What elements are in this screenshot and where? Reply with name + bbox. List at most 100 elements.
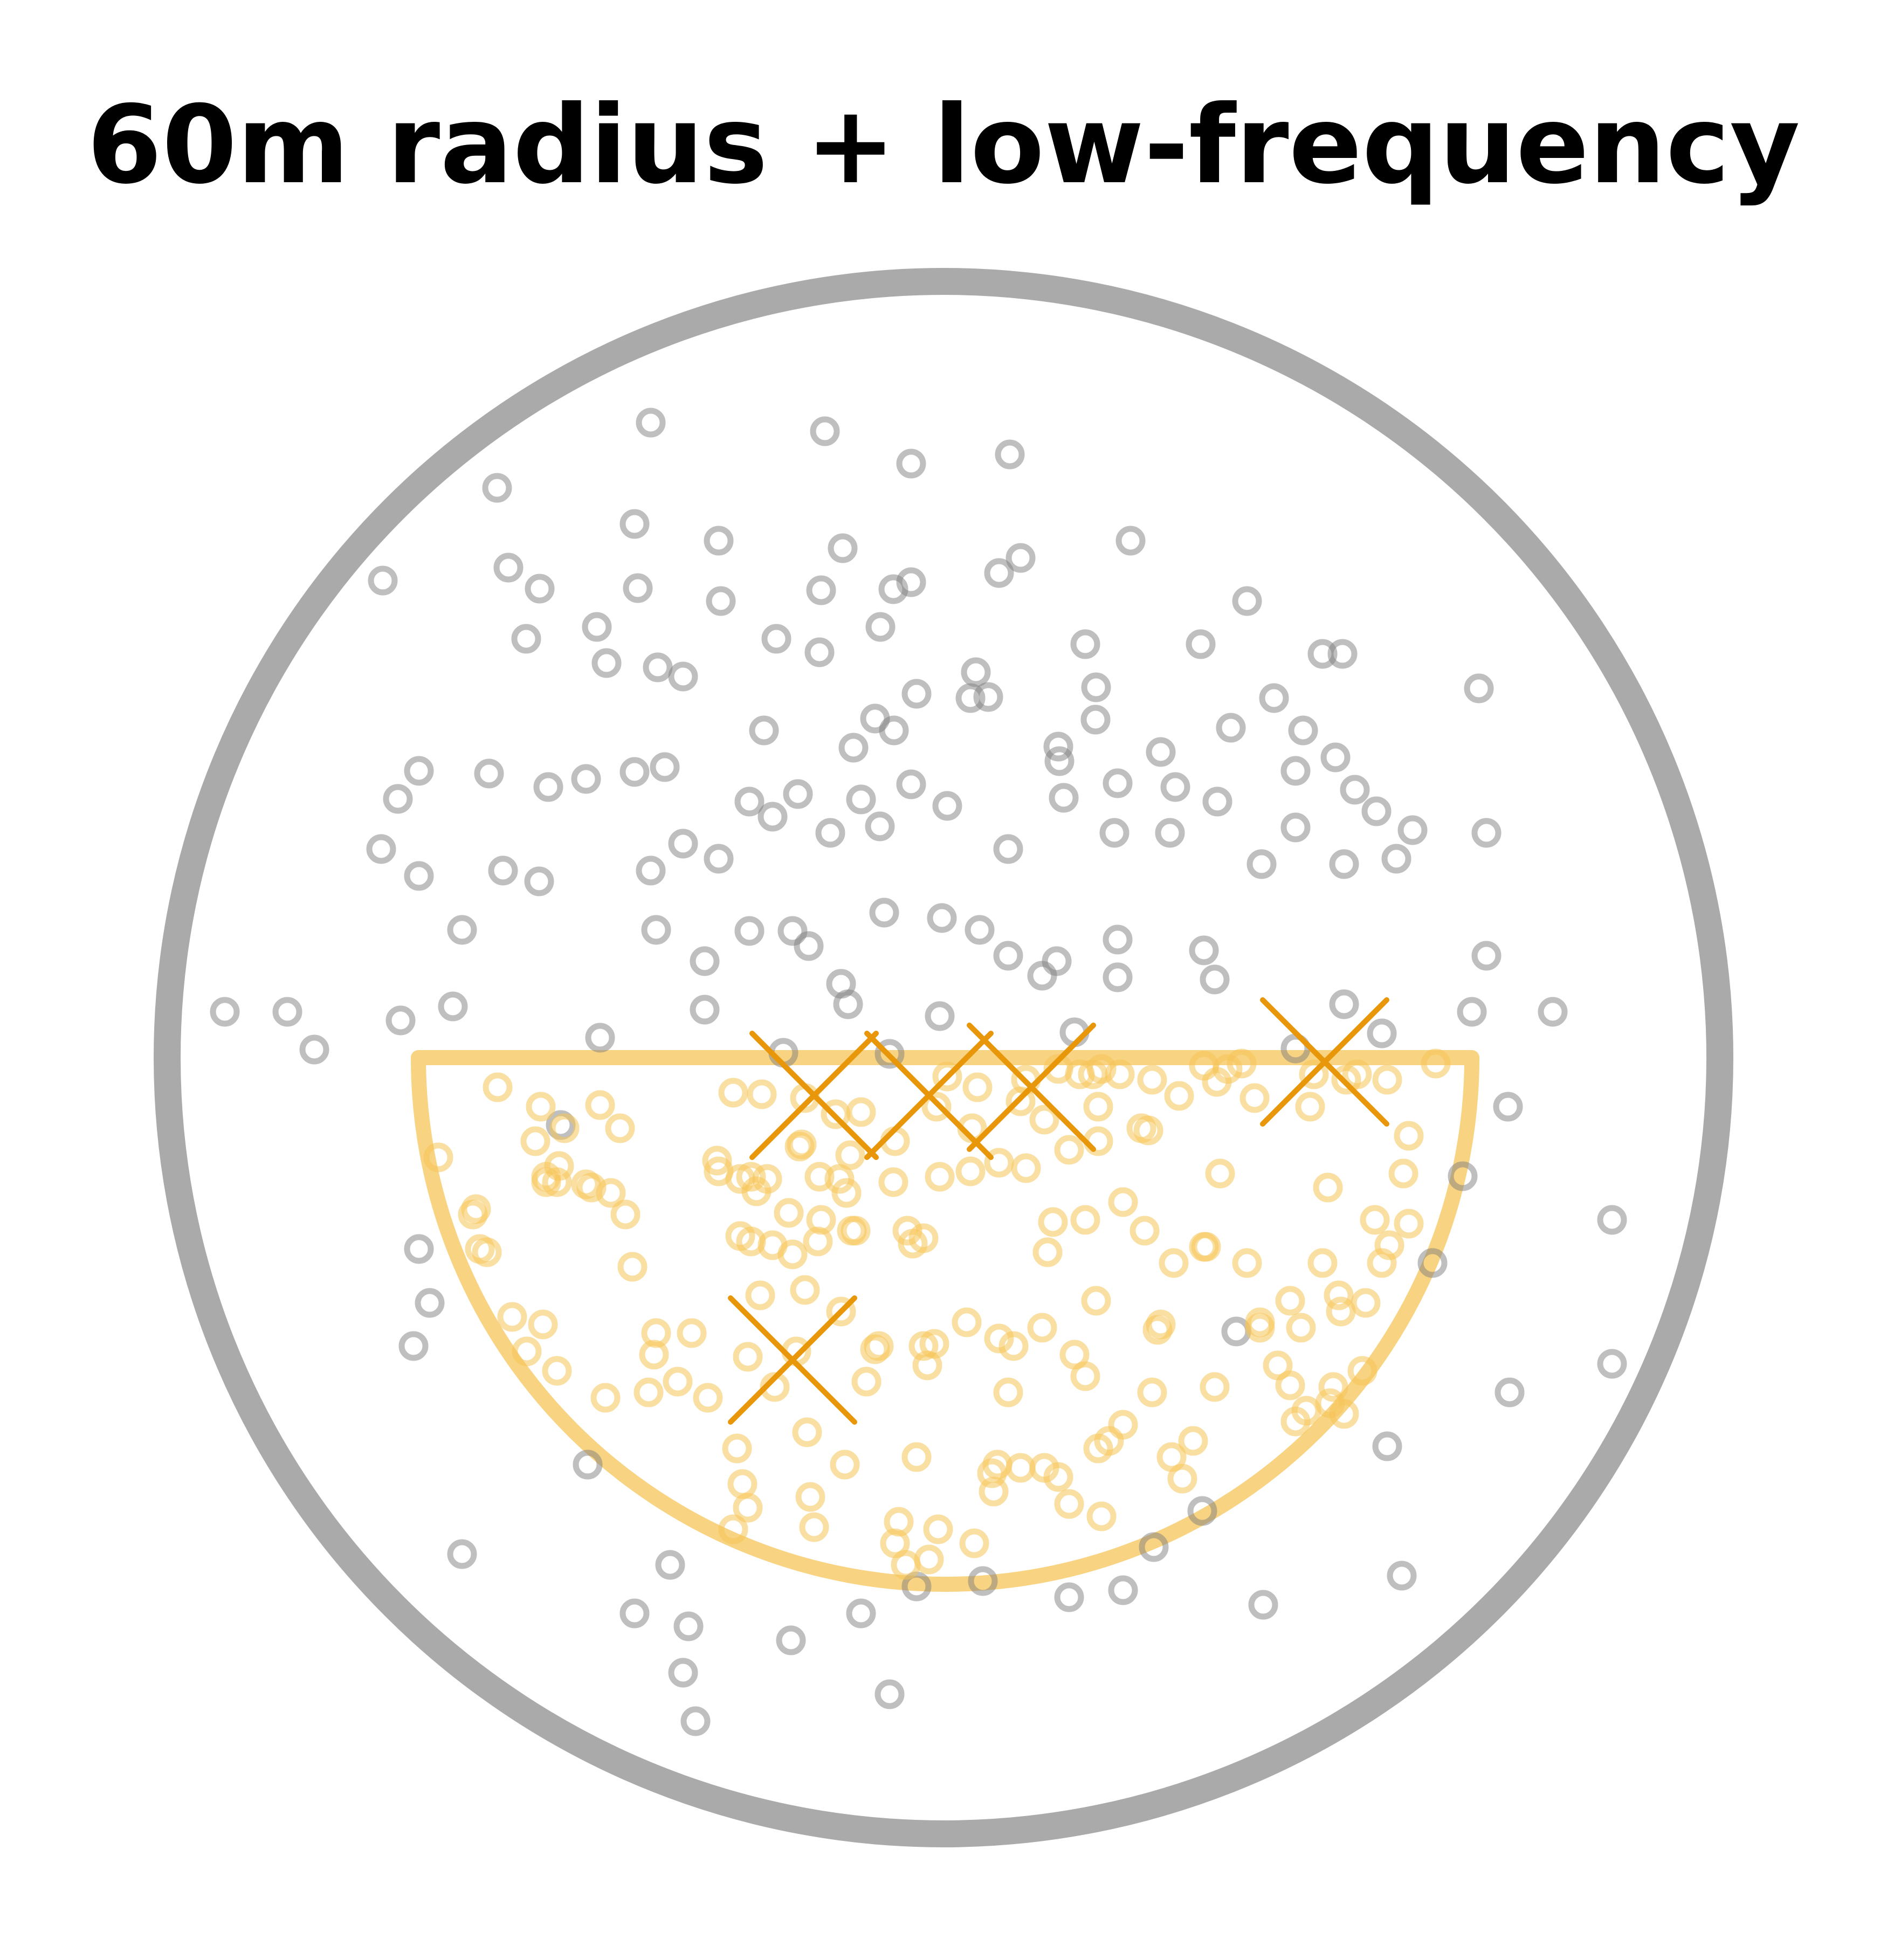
- outside-point: [706, 586, 736, 616]
- outside-point: [815, 818, 845, 848]
- outside-point: [1054, 1582, 1084, 1612]
- inside-point: [979, 1476, 1009, 1507]
- inside-point: [718, 1514, 748, 1544]
- outside-point: [1155, 818, 1185, 848]
- inside-point: [955, 1156, 986, 1186]
- inside-point: [531, 1167, 561, 1197]
- outside-point: [415, 1288, 445, 1318]
- inside-point: [787, 1129, 817, 1160]
- outside-point: [896, 769, 926, 799]
- outside-point: [749, 715, 779, 746]
- inside-point: [803, 1226, 833, 1257]
- inside-point: [542, 1356, 572, 1386]
- outside-point: [1340, 775, 1370, 805]
- outside-point: [1202, 786, 1232, 817]
- inside-point: [1083, 1092, 1113, 1122]
- outside-point: [794, 931, 824, 961]
- inside-point: [912, 1350, 942, 1381]
- outside-point: [806, 575, 836, 605]
- outside-point: [680, 1706, 711, 1736]
- inside-point: [1347, 1356, 1378, 1386]
- outside-point: [961, 657, 991, 687]
- inside-point: [693, 1383, 723, 1413]
- outside-point: [641, 915, 671, 945]
- outside-point: [1471, 941, 1502, 971]
- inside-point: [1275, 1370, 1305, 1400]
- inside-point: [1307, 1248, 1338, 1278]
- outside-point: [619, 509, 650, 539]
- inside-point: [837, 1216, 867, 1246]
- outside-point: [761, 624, 791, 654]
- outside-point: [447, 1539, 477, 1569]
- inside-point: [1299, 1059, 1329, 1089]
- outside-point: [1232, 586, 1262, 616]
- outside-point: [965, 915, 995, 945]
- inside-point: [984, 1323, 1014, 1354]
- outside-point: [734, 916, 765, 946]
- outside-point: [1186, 629, 1216, 659]
- half-circle-region: [411, 1050, 1479, 1592]
- inside-point: [1275, 1286, 1305, 1316]
- inside-point: [851, 1367, 881, 1397]
- inside-point: [1191, 1232, 1221, 1262]
- outside-point: [1248, 1590, 1278, 1620]
- inside-point: [932, 1061, 962, 1092]
- outside-point: [619, 1598, 650, 1628]
- inside-point: [846, 1097, 876, 1127]
- inside-point: [830, 1450, 860, 1480]
- outside-point: [482, 473, 512, 503]
- inside-point: [1313, 1172, 1343, 1203]
- inside-point: [864, 1331, 894, 1361]
- outside-point: [1108, 1575, 1138, 1605]
- outside-point: [438, 991, 468, 1022]
- inside-point: [1105, 1059, 1135, 1089]
- inside-point: [1006, 1086, 1036, 1116]
- outside-point: [968, 1566, 998, 1596]
- inside-point: [891, 1550, 921, 1580]
- outside-point: [1103, 924, 1133, 955]
- outside-point: [1387, 1561, 1417, 1591]
- outside-point: [1044, 746, 1075, 776]
- outside-point: [1187, 1496, 1217, 1526]
- outside-point: [1464, 673, 1494, 703]
- outside-point: [668, 661, 698, 692]
- inside-point: [722, 1433, 752, 1464]
- outside-point: [865, 811, 895, 841]
- inside-point: [1130, 1216, 1160, 1246]
- inside-point: [1043, 1462, 1073, 1492]
- outside-point: [623, 573, 653, 603]
- outside-point: [1160, 772, 1190, 802]
- inside-point: [923, 1514, 953, 1544]
- outside-point: [1103, 962, 1133, 992]
- outside-point: [655, 1550, 685, 1580]
- outside-point: [973, 682, 1003, 712]
- outside-point: [690, 946, 720, 976]
- inside-point: [733, 1493, 763, 1523]
- inside-point: [497, 1302, 527, 1332]
- inside-point: [1054, 1135, 1084, 1165]
- diagram-title: 60m radius + low-frequency: [87, 82, 1800, 208]
- outside-point: [571, 764, 601, 794]
- inside-point: [1006, 1453, 1036, 1483]
- inside-point: [1178, 1426, 1208, 1456]
- inside-point: [914, 1544, 944, 1575]
- outside-point: [1597, 1205, 1627, 1235]
- inside-point: [777, 1239, 808, 1269]
- inside-point: [1318, 1372, 1348, 1402]
- inside-point: [1351, 1288, 1381, 1318]
- inside-point: [585, 1090, 615, 1120]
- outside-point: [901, 679, 932, 709]
- outside-point: [1367, 1018, 1397, 1048]
- outside-point: [1099, 818, 1130, 848]
- inside-point: [520, 1126, 550, 1156]
- outside-point: [932, 791, 962, 821]
- outside-point: [846, 1598, 876, 1628]
- outside-point: [1448, 1161, 1478, 1191]
- inside-point: [1227, 1048, 1257, 1079]
- inside-point: [1324, 1280, 1354, 1310]
- inside-point: [1374, 1230, 1404, 1260]
- outside-point: [927, 903, 957, 933]
- outside-point: [1043, 731, 1073, 762]
- outside-point: [1320, 742, 1351, 772]
- outside-point: [299, 1034, 329, 1065]
